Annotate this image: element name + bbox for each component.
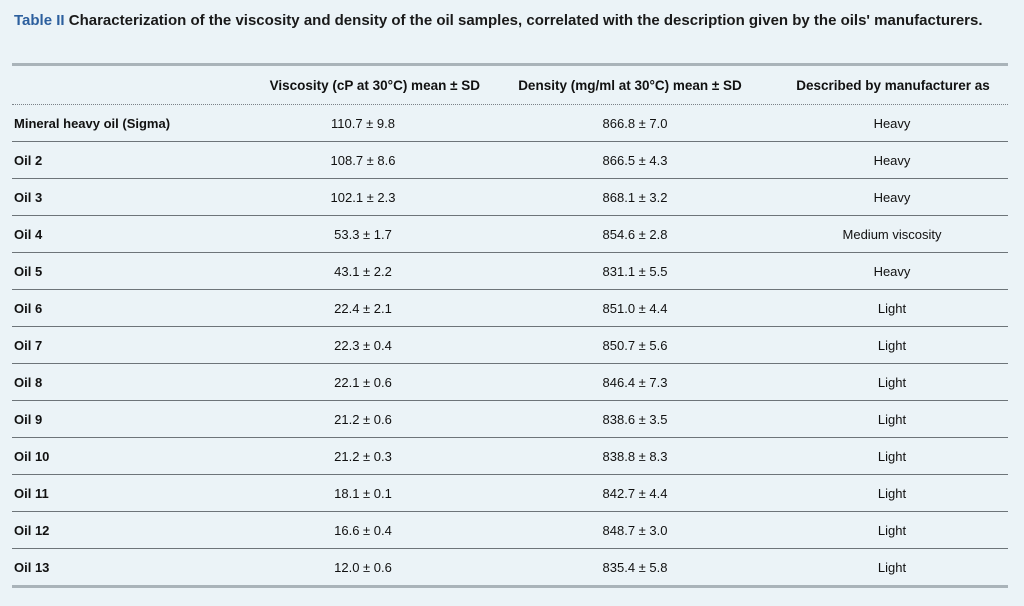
sample-name-cell: Oil 2 — [14, 152, 43, 168]
sample-name-cell: Oil 3 — [14, 189, 43, 205]
table-row: Oil 7 22.3 ± 0.4 850.7 ± 5.6 Light — [12, 326, 1008, 363]
viscosity-cell: 102.1 ± 2.3 — [330, 189, 396, 205]
viscosity-cell: 110.7 ± 9.8 — [331, 115, 395, 131]
table-row: Oil 4 53.3 ± 1.7 854.6 ± 2.8 Medium viscosi… — [12, 215, 1008, 252]
table-row: Oil 10 21.2 ± 0.3 838.8 ± 8.3 Light — [12, 437, 1008, 474]
table-row: Oil 9 21.2 ± 0.6 838.6 ± 3.5 Light — [12, 400, 1008, 437]
table-row: Oil 8 22.1 ± 0.6 846.4 ± 7.3 Light — [12, 363, 1008, 400]
sample-name-cell: Oil 13 — [14, 559, 50, 575]
sample-name-cell: Oil 12 — [14, 522, 50, 538]
viscosity-cell: 53.3 ± 1.7 — [334, 226, 392, 242]
table-caption-text: Characterization of the viscosity and de… — [68, 12, 983, 29]
description-cell: Light — [877, 337, 907, 353]
density-cell: 835.4 ± 5.8 — [602, 559, 668, 575]
density-cell: 851.0 ± 4.4 — [602, 300, 668, 316]
table-label: Table II — [14, 12, 65, 29]
sample-name-cell: Oil 6 — [14, 300, 43, 316]
description-cell: Light — [877, 374, 907, 390]
table-row: Mineral heavy oil (Sigma) 110.7 ± 9.8 866.… — [12, 105, 1008, 141]
sample-name-cell: Oil 9 — [14, 411, 43, 427]
table-row: Oil 11 18.1 ± 0.1 842.7 ± 4.4 Light — [12, 474, 1008, 511]
description-cell: Heavy — [873, 152, 911, 168]
table-row: Oil 5 43.1 ± 2.2 831.1 ± 5.5 Heavy — [12, 252, 1008, 289]
sample-name-cell: Oil 11 — [14, 485, 49, 501]
viscosity-cell: 43.1 ± 2.2 — [334, 263, 392, 279]
table-row: Oil 3 102.1 ± 2.3 868.1 ± 3.2 Heavy — [12, 178, 1008, 215]
table-row: Oil 12 16.6 ± 0.4 848.7 ± 3.0 Light — [12, 511, 1008, 548]
oil-characterization-table: Viscosity (cP at 30°C) mean ± SD Density… — [12, 63, 1008, 588]
density-cell: 838.8 ± 8.3 — [602, 448, 668, 464]
viscosity-cell: 22.3 ± 0.4 — [334, 337, 392, 353]
viscosity-cell: 21.2 ± 0.3 — [334, 448, 392, 464]
table-row: Oil 6 22.4 ± 2.1 851.0 ± 4.4 Light — [12, 289, 1008, 326]
viscosity-cell: 18.1 ± 0.1 — [334, 485, 392, 501]
density-cell: 866.8 ± 7.0 — [602, 115, 668, 131]
description-cell: Light — [877, 522, 907, 538]
sample-name-cell: Oil 8 — [14, 374, 43, 390]
table-body: Mineral heavy oil (Sigma) 110.7 ± 9.8 866.… — [12, 105, 1008, 585]
viscosity-cell: 16.6 ± 0.4 — [334, 522, 392, 538]
description-cell: Light — [877, 300, 907, 316]
viscosity-cell: 12.0 ± 0.6 — [334, 559, 392, 575]
density-cell: 838.6 ± 3.5 — [602, 411, 668, 427]
density-cell: 850.7 ± 5.6 — [602, 337, 668, 353]
density-cell: 868.1 ± 3.2 — [602, 189, 668, 205]
description-cell: Heavy — [873, 263, 911, 279]
header-description: Described by manufacturer as — [796, 77, 990, 93]
viscosity-cell: 22.1 ± 0.6 — [334, 374, 392, 390]
sample-name-cell: Oil 7 — [14, 337, 43, 353]
table-caption: Table II Characterization of the viscosi… — [14, 10, 1014, 32]
viscosity-cell: 21.2 ± 0.6 — [334, 411, 392, 427]
density-cell: 866.5 ± 4.3 — [602, 152, 668, 168]
density-cell: 846.4 ± 7.3 — [602, 374, 668, 390]
density-cell: 831.1 ± 5.5 — [602, 263, 668, 279]
description-cell: Light — [877, 448, 907, 464]
viscosity-cell: 108.7 ± 8.6 — [330, 152, 396, 168]
density-cell: 842.7 ± 4.4 — [602, 485, 668, 501]
description-cell: Light — [877, 485, 907, 501]
sample-name-cell: Mineral heavy oil (Sigma) — [14, 115, 171, 131]
table-row: Oil 13 12.0 ± 0.6 835.4 ± 5.8 Light — [12, 548, 1008, 585]
description-cell: Light — [877, 559, 907, 575]
description-cell: Medium viscosity — [842, 226, 942, 242]
density-cell: 854.6 ± 2.8 — [602, 226, 668, 242]
density-cell: 848.7 ± 3.0 — [602, 522, 668, 538]
sample-name-cell: Oil 5 — [14, 263, 43, 279]
table-header-row: Viscosity (cP at 30°C) mean ± SD Density… — [12, 66, 1008, 105]
header-density: Density (mg/ml at 30°C) mean ± SD — [518, 77, 742, 93]
header-viscosity: Viscosity (cP at 30°C) mean ± SD — [269, 77, 480, 93]
table-row: Oil 2 108.7 ± 8.6 866.5 ± 4.3 Heavy — [12, 141, 1008, 178]
description-cell: Heavy — [873, 115, 911, 131]
viscosity-cell: 22.4 ± 2.1 — [334, 300, 392, 316]
sample-name-cell: Oil 4 — [14, 226, 43, 242]
description-cell: Light — [877, 411, 907, 427]
description-cell: Heavy — [873, 189, 911, 205]
sample-name-cell: Oil 10 — [14, 448, 50, 464]
